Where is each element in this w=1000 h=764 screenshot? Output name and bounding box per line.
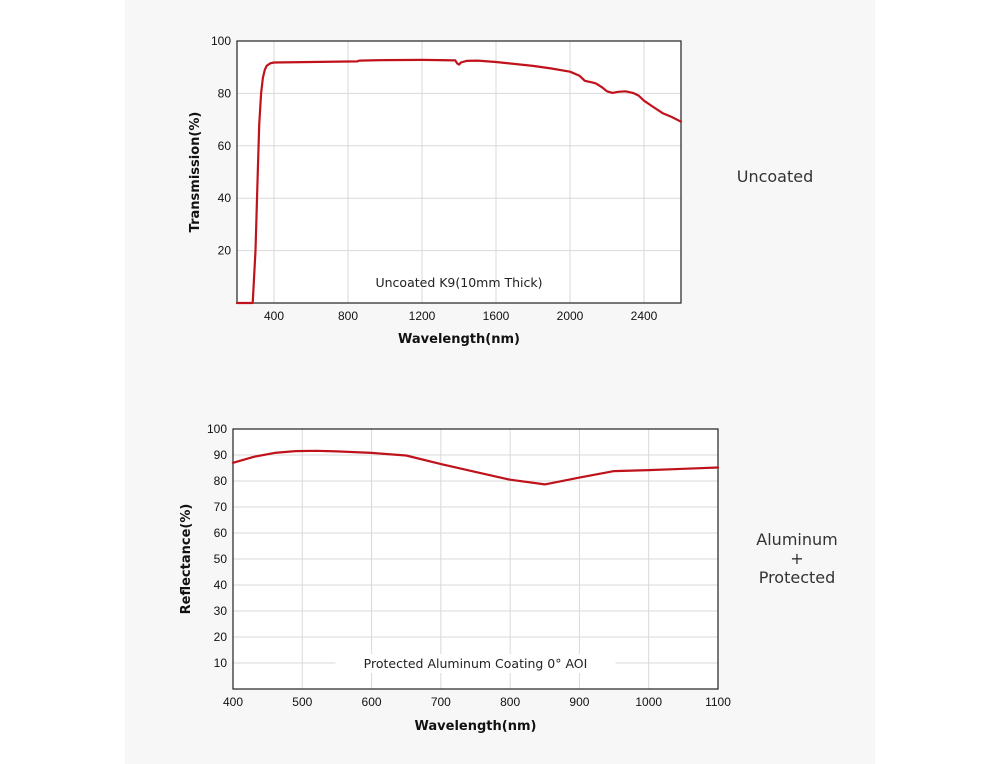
reflectance-y-tick-label: 30	[214, 604, 228, 618]
reflectance-x-tick-label: 500	[292, 695, 312, 709]
side-label-aluminum-protected: Aluminum + Protected	[722, 530, 872, 587]
transmission-y-axis-title: Transmission(%)	[188, 112, 203, 233]
reflectance-y-axis-title: Reflectance(%)	[179, 504, 194, 615]
reflectance-x-tick-label: 600	[362, 695, 382, 709]
reflectance-annotation-background	[335, 654, 616, 673]
transmission-x-tick-label: 2400	[631, 309, 658, 323]
reflectance-y-tick-label: 80	[214, 474, 228, 488]
transmission-x-tick-label: 1600	[483, 309, 510, 323]
reflectance-plot-frame	[232, 428, 719, 690]
transmission-series-line	[235, 58, 683, 305]
reflectance-x-tick-label: 1000	[635, 695, 662, 709]
side-label-line-3: Protected	[758, 568, 836, 587]
reflectance-x-axis-title: Wavelength(nm)	[415, 719, 537, 734]
reflectance-x-tick-label: 700	[431, 695, 451, 709]
reflectance-y-tick-label: 90	[214, 448, 228, 462]
reflectance-y-tick-label: 50	[214, 552, 228, 566]
transmission-x-tick-label: 800	[338, 309, 358, 323]
transmission-plot-frame	[236, 40, 682, 304]
reflectance-series-line	[231, 449, 720, 486]
transmission-x-tick-label: 400	[264, 309, 284, 323]
transmission-x-axis-title: Wavelength(nm)	[398, 332, 520, 347]
side-label-line-2: +	[790, 549, 804, 568]
transmission-chart: 400 800 1200 1600 2000 2400 20 40 60 80 100 Wavelen…	[188, 34, 683, 347]
transmission-y-tick-label: 60	[218, 139, 232, 153]
reflectance-annotation: Protected Aluminum Coating 0° AOI	[364, 656, 588, 671]
reflectance-y-tick-label: 10	[214, 656, 228, 670]
transmission-y-tick-label: 20	[218, 244, 232, 258]
reflectance-chart: 400 500 600 700 800 900 1000 1100 10 20 30 40 50 60 70…	[179, 422, 731, 734]
reflectance-x-tick-label: 800	[500, 695, 520, 709]
reflectance-y-tick-label: 20	[214, 630, 228, 644]
transmission-y-tick-label: 40	[218, 191, 232, 205]
side-label-uncoated: Uncoated	[736, 167, 814, 186]
transmission-x-tick-label: 2000	[557, 309, 584, 323]
transmission-y-tick-label: 100	[211, 34, 231, 48]
reflectance-y-tick-label: 60	[214, 526, 228, 540]
reflectance-y-tick-label: 70	[214, 500, 228, 514]
transmission-x-tick-label: 1200	[409, 309, 436, 323]
transmission-plot-area	[237, 41, 681, 303]
reflectance-x-tick-label: 400	[223, 695, 243, 709]
reflectance-y-tick-label: 100	[207, 422, 227, 436]
reflectance-y-tick-label: 40	[214, 578, 228, 592]
reflectance-x-tick-label: 1100	[705, 695, 731, 709]
transmission-annotation: Uncoated K9(10mm Thick)	[375, 275, 542, 290]
side-label-line-1: Aluminum	[756, 530, 838, 549]
reflectance-x-tick-label: 900	[569, 695, 589, 709]
transmission-y-tick-label: 80	[218, 86, 232, 100]
